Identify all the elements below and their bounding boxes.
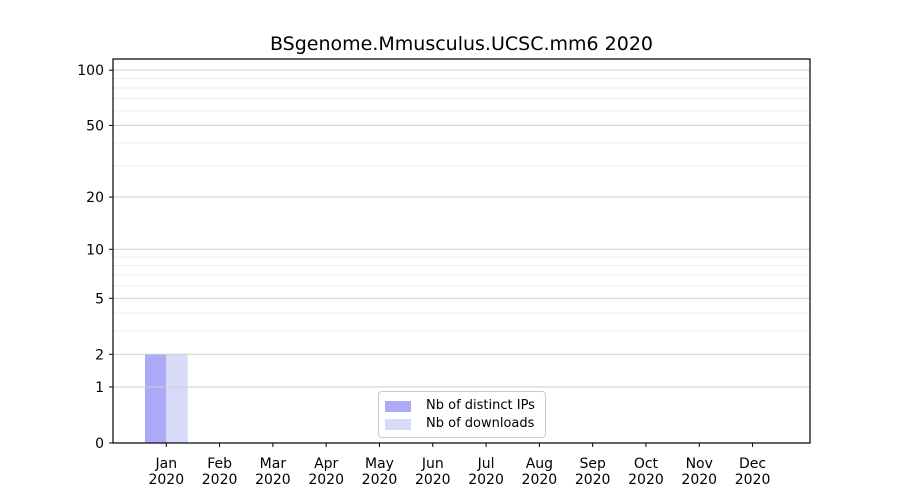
x-tick-label-year: 2020 [148,472,184,488]
x-tick-label-year: 2020 [362,472,398,488]
chart-title: BSgenome.Mmusculus.UCSC.mm6 2020 [269,33,654,55]
x-tick-label-year: 2020 [681,472,717,488]
x-tick-label-month: Mar [260,456,287,472]
bar-distinct-ips [144,354,167,443]
x-tick-label-month: Jul [477,456,495,472]
x-tick-label-month: Aug [526,456,553,472]
legend-swatch-distinct-ips [385,400,411,412]
legend-label-downloads: Nb of downloads [426,416,535,431]
y-tick-label: 1 [95,380,104,396]
y-tick-label: 20 [86,190,104,206]
legend-swatch-downloads [385,418,411,430]
y-tick-label: 10 [86,242,104,258]
x-tick-label-month: Apr [314,456,338,472]
x-tick-label-year: 2020 [575,472,611,488]
legend-item-downloads: Nb of downloads [385,416,545,432]
y-tick-label: 5 [95,291,104,307]
x-tick-label-month: Sep [579,456,606,472]
x-tick-label-month: Jun [421,456,444,472]
y-tick-label: 2 [95,347,104,363]
legend-item-distinct-ips: Nb of distinct IPs [385,398,545,414]
x-tick-label-month: Nov [686,456,713,472]
x-tick-label-month: Oct [634,456,659,472]
y-tick-label: 100 [77,63,104,79]
y-tick-label: 50 [86,118,104,134]
x-tick-label-year: 2020 [628,472,664,488]
x-tick-label-year: 2020 [468,472,504,488]
x-tick-label-month: Feb [207,456,232,472]
x-tick-label-month: May [365,456,394,472]
legend: Nb of distinct IPs Nb of downloads [378,391,546,438]
x-tick-label-year: 2020 [202,472,238,488]
x-tick-label-year: 2020 [735,472,771,488]
bar-downloads [166,354,188,443]
x-tick-label-month: Dec [739,456,766,472]
x-tick-label-month: Jan [154,456,177,472]
x-tick-label-year: 2020 [255,472,291,488]
x-tick-label-year: 2020 [308,472,344,488]
x-tick-label-year: 2020 [415,472,451,488]
legend-label-distinct-ips: Nb of distinct IPs [426,398,535,413]
plot-border [112,58,811,444]
y-tick-label: 0 [95,436,104,452]
x-tick-label-year: 2020 [522,472,558,488]
